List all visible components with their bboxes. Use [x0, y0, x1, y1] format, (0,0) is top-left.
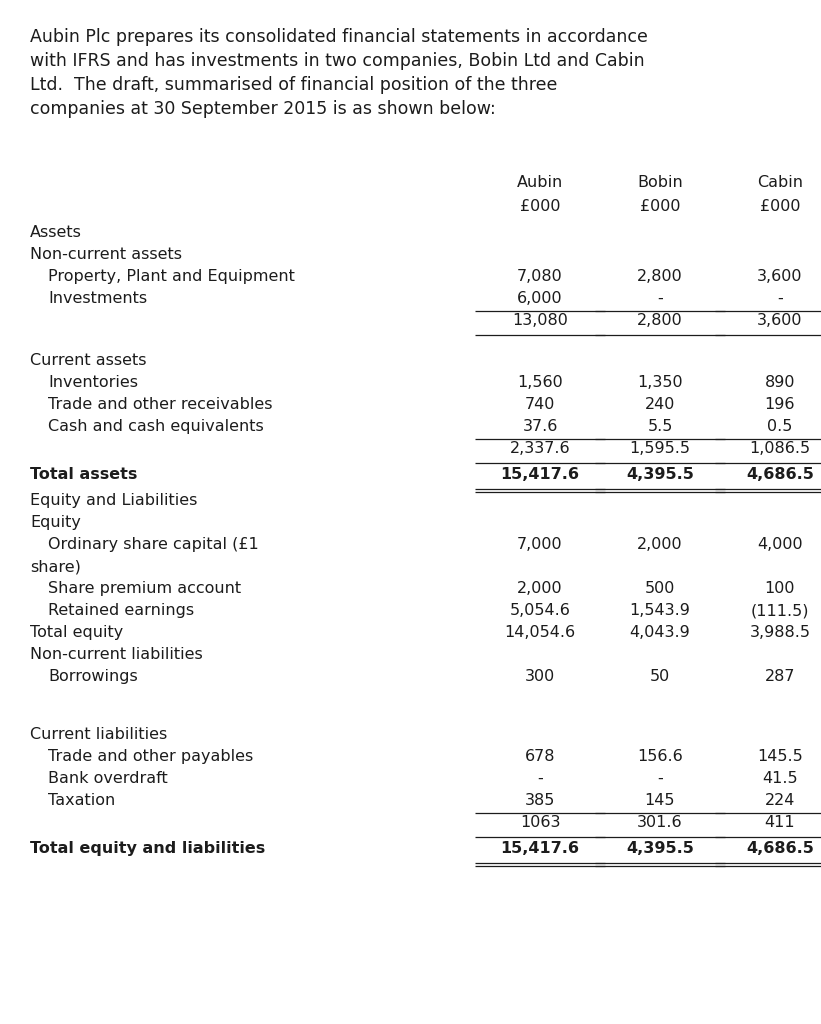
Text: 301.6: 301.6: [637, 815, 683, 830]
Text: 14,054.6: 14,054.6: [504, 625, 576, 640]
Text: 5,054.6: 5,054.6: [510, 603, 571, 618]
Text: Cabin: Cabin: [757, 175, 803, 190]
Text: 1,543.9: 1,543.9: [630, 603, 690, 618]
Text: 145.5: 145.5: [757, 749, 803, 764]
Text: 287: 287: [764, 669, 796, 684]
Text: 4,686.5: 4,686.5: [746, 841, 814, 856]
Text: 41.5: 41.5: [762, 771, 798, 786]
Text: -: -: [657, 771, 663, 786]
Text: -: -: [777, 291, 783, 306]
Text: 156.6: 156.6: [637, 749, 683, 764]
Text: 224: 224: [765, 793, 796, 808]
Text: 1063: 1063: [520, 815, 560, 830]
Text: 411: 411: [764, 815, 796, 830]
Text: Current liabilities: Current liabilities: [30, 727, 167, 742]
Text: Assets: Assets: [30, 225, 82, 240]
Text: Non-current liabilities: Non-current liabilities: [30, 647, 203, 662]
Text: 1,560: 1,560: [517, 375, 563, 390]
Text: Retained earnings: Retained earnings: [48, 603, 194, 618]
Text: 1,595.5: 1,595.5: [630, 441, 690, 456]
Text: £000: £000: [759, 199, 800, 214]
Text: with IFRS and has investments in two companies, Bobin Ltd and Cabin: with IFRS and has investments in two com…: [30, 52, 644, 70]
Text: 678: 678: [525, 749, 555, 764]
Text: Trade and other receivables: Trade and other receivables: [48, 397, 273, 412]
Text: 50: 50: [650, 669, 670, 684]
Text: 2,800: 2,800: [637, 313, 683, 328]
Text: Equity and Liabilities: Equity and Liabilities: [30, 493, 197, 508]
Text: 300: 300: [525, 669, 555, 684]
Text: Bank overdraft: Bank overdraft: [48, 771, 167, 786]
Text: 240: 240: [644, 397, 675, 412]
Text: Property, Plant and Equipment: Property, Plant and Equipment: [48, 269, 295, 284]
Text: £000: £000: [520, 199, 560, 214]
Text: Inventories: Inventories: [48, 375, 138, 390]
Text: 890: 890: [764, 375, 796, 390]
Text: 1,350: 1,350: [637, 375, 683, 390]
Text: 3,600: 3,600: [757, 269, 803, 284]
Text: 5.5: 5.5: [647, 419, 672, 434]
Text: Borrowings: Borrowings: [48, 669, 138, 684]
Text: Total assets: Total assets: [30, 467, 137, 482]
Text: share): share): [30, 559, 81, 574]
Text: Bobin: Bobin: [637, 175, 683, 190]
Text: -: -: [657, 291, 663, 306]
Text: 7,000: 7,000: [517, 537, 563, 552]
Text: Trade and other payables: Trade and other payables: [48, 749, 253, 764]
Text: 385: 385: [525, 793, 555, 808]
Text: Taxation: Taxation: [48, 793, 115, 808]
Text: 100: 100: [764, 581, 796, 596]
Text: Ordinary share capital (£1: Ordinary share capital (£1: [48, 537, 259, 552]
Text: 7,080: 7,080: [517, 269, 563, 284]
Text: 3,600: 3,600: [757, 313, 803, 328]
Text: 13,080: 13,080: [512, 313, 568, 328]
Text: 1,086.5: 1,086.5: [750, 441, 810, 456]
Text: 15,417.6: 15,417.6: [501, 467, 580, 482]
Text: 2,000: 2,000: [637, 537, 683, 552]
Text: 15,417.6: 15,417.6: [501, 841, 580, 856]
Text: 4,395.5: 4,395.5: [626, 841, 694, 856]
Text: 4,000: 4,000: [757, 537, 803, 552]
Text: companies at 30 September 2015 is as shown below:: companies at 30 September 2015 is as sho…: [30, 100, 496, 118]
Text: 4,686.5: 4,686.5: [746, 467, 814, 482]
Text: 4,043.9: 4,043.9: [630, 625, 690, 640]
Text: 37.6: 37.6: [522, 419, 557, 434]
Text: 4,395.5: 4,395.5: [626, 467, 694, 482]
Text: Aubin Plc prepares its consolidated financial statements in accordance: Aubin Plc prepares its consolidated fina…: [30, 28, 648, 46]
Text: Cash and cash equivalents: Cash and cash equivalents: [48, 419, 264, 434]
Text: (111.5): (111.5): [750, 603, 810, 618]
Text: 6,000: 6,000: [517, 291, 563, 306]
Text: 145: 145: [644, 793, 675, 808]
Text: Total equity and liabilities: Total equity and liabilities: [30, 841, 265, 856]
Text: -: -: [537, 771, 543, 786]
Text: £000: £000: [640, 199, 681, 214]
Text: 2,000: 2,000: [517, 581, 563, 596]
Text: Non-current assets: Non-current assets: [30, 247, 182, 262]
Text: Aubin: Aubin: [517, 175, 563, 190]
Text: Equity: Equity: [30, 515, 81, 530]
Text: Total equity: Total equity: [30, 625, 123, 640]
Text: Investments: Investments: [48, 291, 147, 306]
Text: 2,800: 2,800: [637, 269, 683, 284]
Text: Current assets: Current assets: [30, 353, 146, 368]
Text: 196: 196: [764, 397, 796, 412]
Text: 500: 500: [644, 581, 675, 596]
Text: 3,988.5: 3,988.5: [750, 625, 810, 640]
Text: 0.5: 0.5: [768, 419, 793, 434]
Text: 740: 740: [525, 397, 555, 412]
Text: 2,337.6: 2,337.6: [510, 441, 571, 456]
Text: Share premium account: Share premium account: [48, 581, 241, 596]
Text: Ltd.  The draft, summarised of financial position of the three: Ltd. The draft, summarised of financial …: [30, 76, 557, 94]
